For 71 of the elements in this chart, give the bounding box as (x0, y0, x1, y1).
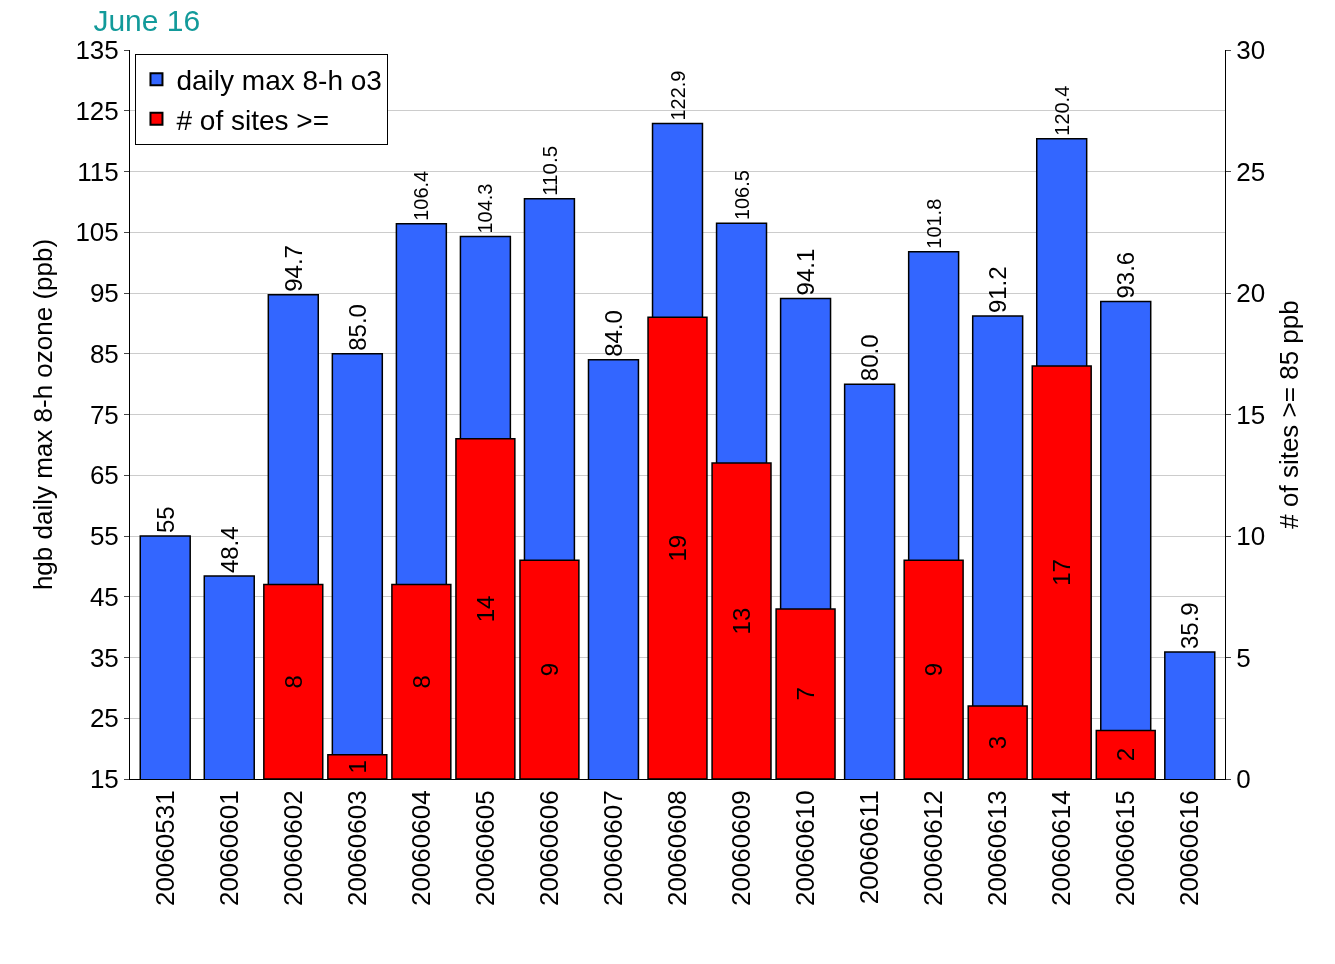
y-tick-label: 55 (89, 521, 119, 552)
data-label: 104.3 (474, 183, 497, 234)
data-label: 8 (407, 675, 435, 689)
y-tick-label: 15 (89, 764, 119, 795)
y-tick-label: 105 (75, 217, 119, 248)
data-label: 19 (664, 534, 691, 562)
y2-tick-label: 30 (1236, 35, 1266, 66)
x-tick-label: 20060614 (1046, 790, 1077, 907)
x-tick-label: 20060609 (725, 790, 756, 907)
y2-tick-label: 10 (1236, 521, 1266, 552)
x-tick-label: 20060608 (661, 790, 692, 907)
data-label: 2 (1112, 748, 1140, 762)
data-label: 120.4 (1050, 85, 1073, 136)
data-label: 9 (535, 662, 563, 677)
x-tick-label: 20060613 (982, 790, 1013, 907)
x-tick-label: 20060603 (341, 790, 372, 907)
x-tick-label: 20060605 (469, 790, 500, 907)
data-label: 35.9 (1176, 602, 1204, 650)
data-label: 93.6 (1112, 251, 1140, 299)
x-tick-label: 20060615 (1110, 790, 1141, 907)
y-tick-label: 45 (89, 581, 119, 612)
y2-tick-label: 15 (1236, 399, 1266, 430)
y-tick-label: 75 (89, 399, 119, 430)
x-tick-label: 20060611 (854, 790, 885, 905)
data-label: 48.4 (215, 526, 243, 574)
data-label: 106.5 (730, 170, 753, 221)
y-tick-label: 25 (89, 703, 119, 734)
y-tick-label: 125 (75, 95, 119, 126)
data-label: 3 (984, 735, 1012, 750)
x-tick-label: 20060602 (277, 790, 308, 907)
y2-tick-label: 5 (1236, 642, 1251, 673)
y2-tick-label: 25 (1236, 156, 1266, 187)
data-label: 13 (728, 607, 756, 635)
y2-tick-label: 0 (1236, 764, 1251, 795)
data-label: 110.5 (537, 145, 561, 196)
y-tick-label: 135 (75, 35, 119, 66)
data-label: 1 (343, 760, 371, 774)
x-tick-label: 20060610 (790, 790, 821, 907)
data-label: 101.8 (922, 198, 945, 249)
data-label: 106.4 (410, 170, 433, 221)
data-label: 85.0 (343, 304, 371, 351)
x-tick-label: 20060612 (918, 790, 949, 907)
x-tick-label: 20060616 (1174, 790, 1205, 907)
x-tick-label: 20060607 (597, 790, 628, 907)
y-tick-label: 65 (89, 460, 119, 491)
y2-axis-title: # of sites >= 85 ppb (1273, 300, 1304, 529)
x-tick-label: 20060531 (149, 790, 180, 907)
y-axis-title: hgb daily max 8-h ozone (ppb) (27, 238, 58, 591)
chart-title: June 16 (93, 3, 201, 37)
data-label: 8 (279, 675, 307, 689)
legend-label: # of sites >= (176, 104, 330, 136)
data-label: 9 (920, 662, 948, 677)
x-tick-label: 20060601 (213, 790, 244, 907)
y2-tick-label: 20 (1236, 278, 1266, 309)
data-label: 91.2 (984, 266, 1012, 314)
data-label: 17 (1048, 559, 1076, 586)
x-tick-label: 20060604 (405, 790, 436, 907)
data-label: 94.7 (279, 245, 307, 292)
data-label: 84.0 (599, 310, 627, 357)
y-tick-label: 95 (89, 278, 119, 309)
y-tick-label: 35 (89, 642, 119, 673)
x-tick-label: 20060606 (533, 790, 564, 907)
data-label: 80.0 (856, 334, 884, 382)
legend-label: daily max 8-h o3 (176, 65, 382, 97)
data-label: 94.1 (792, 248, 820, 296)
y-tick-label: 85 (89, 338, 119, 369)
data-label: 7 (792, 687, 820, 701)
data-label: 14 (471, 595, 499, 623)
data-label: 55 (151, 506, 179, 533)
data-label: 122.9 (666, 70, 689, 121)
y-tick-label: 115 (77, 156, 119, 187)
